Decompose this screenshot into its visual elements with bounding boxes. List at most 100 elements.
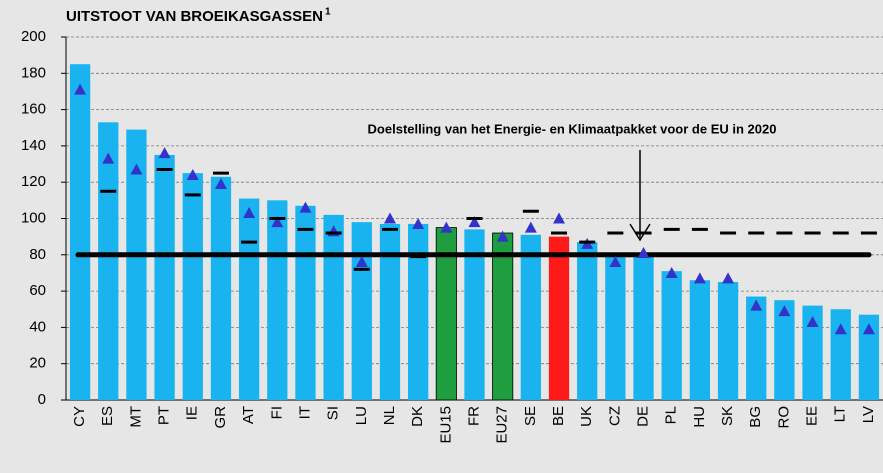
triangle-marker	[834, 323, 847, 335]
triangle-marker	[468, 216, 481, 228]
dash-marker	[804, 231, 821, 235]
x-tick-label: BG	[747, 406, 764, 428]
x-tick-label: DE	[635, 406, 652, 427]
bar	[69, 64, 91, 400]
dash-marker	[212, 171, 229, 175]
dash-marker	[776, 231, 793, 235]
triangle-marker	[440, 221, 453, 233]
dash-marker	[748, 231, 765, 235]
x-tick-label: SK	[719, 406, 736, 426]
dash-marker	[184, 193, 201, 197]
x-tick-label: IE	[184, 406, 201, 420]
triangle-marker	[496, 230, 509, 242]
x-tick-label: RO	[775, 406, 792, 429]
bar	[717, 282, 739, 400]
x-tick-label: LV	[860, 406, 877, 423]
triangle-marker	[778, 305, 791, 317]
y-tick-label: 140	[21, 137, 46, 154]
bar	[295, 205, 316, 400]
arrow-head	[629, 223, 651, 242]
triangle-marker	[186, 168, 199, 180]
y-tick-label: 0	[38, 391, 46, 408]
bar	[408, 223, 429, 400]
bar	[267, 200, 288, 400]
dash-marker	[269, 217, 286, 220]
x-tick-label: NL	[381, 406, 398, 425]
x-tick-label: MT	[127, 406, 144, 428]
triangle-marker	[806, 315, 819, 327]
bar	[351, 222, 372, 400]
bar	[492, 232, 514, 401]
bar	[774, 300, 795, 400]
x-tick-label: EU15	[437, 406, 454, 444]
triangle-marker	[355, 256, 368, 268]
triangle-marker	[750, 299, 763, 311]
dash-marker	[607, 231, 624, 235]
bar	[689, 280, 711, 400]
bar	[633, 256, 654, 400]
triangle-marker	[299, 201, 312, 213]
x-tick-label: AT	[240, 406, 257, 424]
dash-marker	[410, 255, 427, 259]
y-tick-label: 160	[21, 101, 46, 118]
x-tick-label: ES	[99, 406, 116, 426]
y-tick-label: 60	[29, 282, 46, 299]
bar	[605, 254, 626, 400]
x-tick-label: DK	[409, 406, 426, 427]
dash-marker	[663, 227, 680, 231]
x-tick-label: CZ	[606, 406, 623, 426]
triangle-marker	[102, 152, 115, 164]
triangle-marker	[665, 266, 678, 278]
x-tick-label: PL	[663, 406, 680, 424]
y-tick-label: 80	[29, 246, 46, 263]
dash-marker	[297, 227, 314, 231]
x-tick-label: PT	[156, 406, 173, 425]
triangle-marker	[609, 256, 622, 268]
dash-marker	[579, 240, 596, 244]
dash-marker	[325, 231, 342, 235]
dash-marker	[241, 240, 258, 244]
y-tick-label: 120	[21, 173, 46, 190]
bar	[464, 229, 485, 400]
y-tick-label: 20	[29, 355, 46, 372]
bar	[154, 154, 175, 400]
x-tick-label: LU	[353, 406, 370, 425]
dash-marker	[860, 231, 877, 235]
triangle-marker	[130, 163, 143, 175]
triangle-marker	[722, 272, 735, 284]
x-tick-label: SE	[522, 406, 539, 426]
triangle-marker	[158, 147, 171, 159]
annotation: Doelstelling van het Energie- en Klimaat…	[368, 121, 777, 136]
x-tick-label: FI	[268, 406, 285, 419]
x-tick-label: LT	[832, 406, 849, 422]
dash-marker	[635, 231, 652, 235]
triangle-marker	[862, 323, 875, 335]
triangle-marker	[693, 272, 706, 284]
triangle-marker	[243, 207, 256, 219]
bar	[830, 309, 851, 400]
triangle-marker	[637, 246, 650, 258]
dash-marker	[100, 189, 117, 193]
dash-marker	[381, 227, 398, 231]
bar	[802, 305, 823, 400]
dash-marker	[156, 167, 173, 171]
x-tick-label: EE	[804, 406, 821, 426]
triangle-marker	[74, 83, 87, 95]
dash-marker	[353, 267, 370, 271]
x-tick-label: FR	[465, 406, 482, 426]
dash-marker	[691, 227, 708, 231]
x-tick-label: GR	[212, 406, 229, 429]
dash-marker	[832, 231, 849, 235]
bar	[661, 271, 682, 400]
triangle-marker	[383, 212, 396, 224]
y-tick-label: 200	[21, 28, 46, 45]
y-tick-label: 180	[21, 64, 46, 81]
bar	[379, 223, 401, 400]
x-tick-label: BE	[550, 406, 567, 426]
dash-marker	[466, 217, 483, 220]
title-note: 1	[325, 7, 331, 18]
bar	[746, 296, 767, 400]
x-tick-label: CY	[71, 406, 88, 427]
dash-marker	[522, 209, 539, 213]
